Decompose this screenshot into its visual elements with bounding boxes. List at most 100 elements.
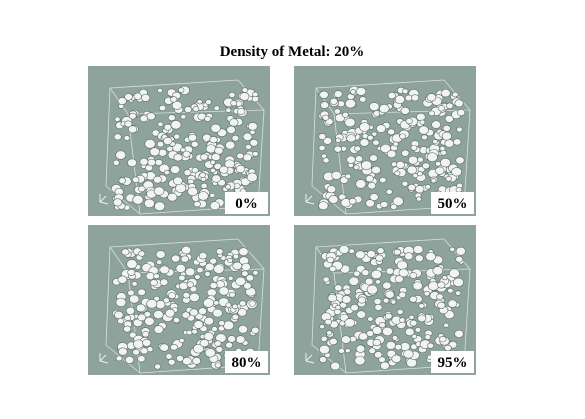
- particle: [442, 124, 451, 132]
- particle: [353, 164, 360, 170]
- particle: [227, 257, 233, 263]
- particle: [211, 326, 218, 332]
- particle: [441, 275, 448, 281]
- particle: [246, 172, 258, 182]
- particle: [455, 290, 462, 296]
- particle: [115, 150, 127, 160]
- particle: [344, 98, 356, 109]
- particle: [437, 301, 446, 309]
- particle: [159, 278, 169, 286]
- particle: [359, 122, 371, 132]
- particle: [157, 121, 164, 127]
- particle: [142, 338, 152, 347]
- particle: [392, 141, 399, 147]
- particle: [390, 299, 397, 305]
- particle: [231, 303, 239, 310]
- particle: [424, 184, 431, 190]
- particle: [392, 196, 404, 207]
- particle: [375, 254, 384, 262]
- particle: [153, 295, 160, 302]
- particle: [344, 117, 356, 128]
- particle: [209, 192, 216, 198]
- label-box: [225, 351, 268, 373]
- particle: [114, 116, 121, 122]
- particle: [198, 307, 207, 315]
- particle: [319, 90, 329, 99]
- particle: [219, 165, 229, 174]
- particle: [218, 320, 226, 327]
- particle: [376, 247, 385, 255]
- particle: [408, 314, 415, 320]
- particle: [414, 185, 425, 194]
- particle: [437, 281, 446, 289]
- particle: [125, 356, 135, 364]
- particle: [204, 115, 212, 122]
- particle: [386, 149, 397, 159]
- panel-label: 50%: [438, 196, 468, 212]
- particle: [436, 293, 444, 300]
- particle: [426, 93, 437, 102]
- particle: [141, 331, 150, 338]
- particle: [354, 145, 361, 152]
- particle: [249, 129, 256, 135]
- particle: [333, 145, 342, 153]
- particle: [139, 115, 148, 123]
- particle: [193, 201, 201, 208]
- particle: [180, 255, 189, 263]
- particle: [225, 184, 232, 190]
- particle: [329, 97, 338, 105]
- panel: 0%: [88, 66, 270, 216]
- particle: [318, 201, 329, 211]
- particle: [188, 133, 198, 142]
- particle: [417, 314, 427, 323]
- particle: [394, 275, 404, 283]
- particle: [416, 171, 423, 177]
- particle: [326, 256, 335, 264]
- particle: [132, 194, 144, 205]
- particle: [213, 264, 225, 274]
- particle: [318, 133, 327, 140]
- particle: [378, 322, 386, 329]
- axes-icon: [99, 353, 109, 364]
- particle: [427, 342, 435, 349]
- particle: [126, 259, 138, 269]
- particle: [248, 300, 256, 307]
- axes-icon: [99, 194, 109, 205]
- particle: [399, 317, 406, 323]
- particle: [210, 159, 216, 165]
- particle: [344, 348, 351, 354]
- particle: [205, 99, 212, 105]
- particle: [395, 160, 405, 169]
- particle: [323, 136, 332, 145]
- particle: [371, 131, 378, 137]
- particle: [204, 316, 214, 326]
- particle: [447, 299, 458, 308]
- particle: [366, 330, 375, 337]
- particle: [172, 317, 180, 324]
- particle: [430, 178, 437, 184]
- particle: [356, 87, 367, 96]
- particle: [178, 274, 186, 282]
- particle: [421, 134, 428, 141]
- particle: [365, 175, 374, 183]
- particle: [212, 308, 223, 318]
- particle: [213, 162, 222, 170]
- particle: [375, 279, 381, 285]
- particle: [144, 198, 155, 208]
- particle: [387, 128, 396, 136]
- particle: [444, 344, 452, 352]
- particle: [359, 96, 367, 103]
- particle: [153, 310, 164, 320]
- particle: [167, 114, 176, 122]
- particle: [328, 195, 339, 204]
- particle: [416, 112, 426, 122]
- particle: [182, 150, 191, 158]
- particle: [154, 159, 163, 166]
- particle: [184, 106, 193, 113]
- particle: [324, 318, 333, 326]
- particle: [127, 289, 135, 296]
- particle: [409, 272, 418, 279]
- axes-icon: [305, 194, 315, 205]
- particle: [243, 282, 252, 290]
